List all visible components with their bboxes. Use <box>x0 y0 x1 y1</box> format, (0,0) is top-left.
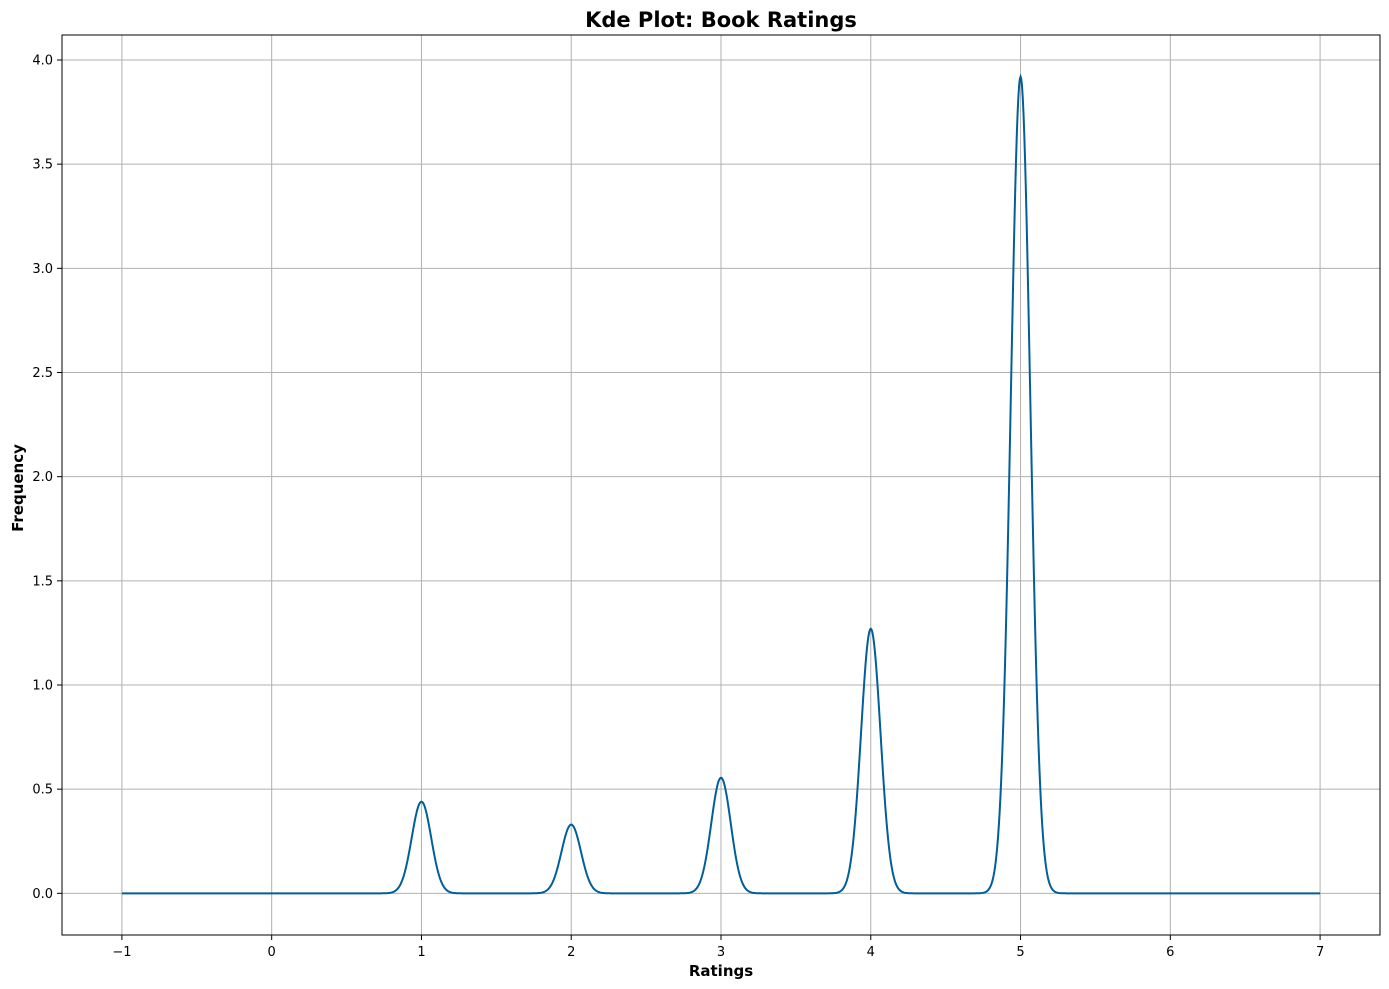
y-tick-label: 3.0 <box>32 262 53 277</box>
x-tick-label: 6 <box>1166 945 1174 960</box>
y-tick-label: 3.5 <box>32 158 53 173</box>
y-tick-label: 2.0 <box>32 470 53 485</box>
kde-line <box>121 73 1321 895</box>
y-ticks: 0.0 0.5 1.0 1.5 2.0 2.5 3.0 3.5 4.0 <box>32 54 62 902</box>
x-axis-label: Ratings <box>689 962 753 980</box>
y-tick-label: 0.0 <box>32 887 53 902</box>
chart-title: Kde Plot: Book Ratings <box>585 8 857 32</box>
x-tick-label: 4 <box>867 945 875 960</box>
series-layer <box>121 73 1321 895</box>
y-tick-label: 1.5 <box>32 574 53 589</box>
x-tick-label: 2 <box>567 945 575 960</box>
x-ticks: −1 0 1 2 3 4 5 6 7 <box>112 935 1324 960</box>
x-tick-label: 5 <box>1016 945 1024 960</box>
y-tick-label: 4.0 <box>32 54 53 69</box>
y-tick-label: 0.5 <box>32 783 53 798</box>
grid <box>62 35 1380 935</box>
x-tick-label: −1 <box>112 945 131 960</box>
x-tick-label: 1 <box>417 945 425 960</box>
x-tick-label: 7 <box>1316 945 1324 960</box>
x-tick-label: 3 <box>717 945 725 960</box>
y-tick-label: 2.5 <box>32 366 53 381</box>
y-tick-label: 1.0 <box>32 679 53 694</box>
x-tick-label: 0 <box>268 945 276 960</box>
y-axis-label: Frequency <box>9 444 27 532</box>
